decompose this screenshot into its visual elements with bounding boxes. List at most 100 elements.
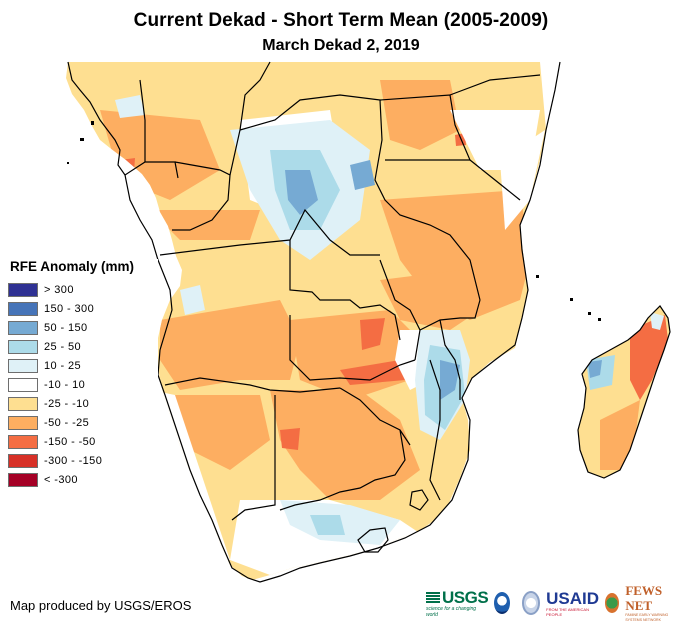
usgs-wave-icon: [426, 591, 440, 603]
legend-label: 50 - 150: [44, 321, 88, 334]
country-border: [374, 99, 481, 301]
anomaly-zone-orange: [380, 270, 480, 330]
usgs-tagline: science for a changing world: [426, 605, 477, 618]
anomaly-zone-red-orange: [360, 318, 385, 350]
legend-label: -300 - -150: [44, 454, 103, 467]
usaid-seal-icon: [521, 591, 541, 615]
country-border: [231, 395, 276, 521]
country-border: [289, 315, 416, 381]
country-border: [429, 359, 441, 501]
anomaly-zone-normal: [500, 130, 545, 230]
anomaly-zone-light-blue: [115, 95, 145, 118]
legend-label: -150 - -50: [44, 435, 96, 448]
legend-item: 10 - 25: [8, 356, 158, 375]
legend-label: 10 - 25: [44, 359, 82, 372]
legend-label: 150 - 300: [44, 302, 95, 315]
country-border: [379, 259, 421, 361]
legend-swatch: [8, 301, 38, 316]
legend-swatch: [8, 472, 38, 487]
fews-globe-icon: [605, 593, 620, 613]
legend: RFE Anomaly (mm) > 300 150 - 300 50 - 150 2…: [8, 259, 158, 489]
eswatini-border: [409, 489, 429, 511]
legend-label: -50 - -25: [44, 416, 90, 429]
island: [80, 138, 84, 141]
noaa-logo-icon: [494, 592, 510, 614]
legend-item: -150 - -50: [8, 432, 158, 451]
legend-swatch: [8, 434, 38, 449]
usaid-tagline: FROM THE AMERICAN PEOPLE: [546, 606, 589, 617]
country-border: [159, 208, 380, 256]
anomaly-zone-mid-blue: [350, 160, 375, 190]
legend-item: 25 - 50: [8, 337, 158, 356]
map-subtitle: March Dekad 2, 2019: [262, 37, 420, 54]
legend-label: -10 - 10: [44, 378, 86, 391]
country-border: [172, 161, 231, 231]
anomaly-zone-light-blue: [180, 285, 205, 315]
country-border: [289, 240, 401, 341]
anomaly-zone-orange: [380, 190, 530, 320]
legend-item: -50 - -25: [8, 413, 158, 432]
madagascar-coastline: [577, 305, 671, 479]
africa-coastline: [67, 61, 561, 583]
legend-label: -25 - -10: [44, 397, 90, 410]
mada-zone-light-blue: [650, 312, 664, 330]
anomaly-zone-orange: [150, 210, 260, 240]
logo-strip: USGS science for a changing world USAID …: [426, 583, 682, 622]
legend-swatch: [8, 282, 38, 297]
mada-zone-mid-blue: [588, 360, 602, 378]
anomaly-zone-blue: [310, 515, 345, 535]
anomaly-zone-orange: [160, 300, 300, 390]
island: [91, 121, 94, 125]
country-border: [449, 74, 541, 96]
legend-swatch: [8, 358, 38, 373]
legend-label: 25 - 50: [44, 340, 82, 353]
rainfall-anomaly-map: [66, 61, 671, 604]
legend-swatch: [8, 377, 38, 392]
island: [588, 312, 591, 315]
fews-net-wordmark: FEWS NET: [625, 583, 663, 613]
borders: [67, 61, 671, 583]
africa-raster: [66, 62, 546, 604]
country-border: [379, 94, 471, 161]
legend-item: -25 - -10: [8, 394, 158, 413]
usaid-wordmark: USAID: [546, 588, 600, 608]
anomaly-zone-orange: [170, 395, 270, 470]
legend-swatch: [8, 320, 38, 335]
usgs-logo: USGS science for a changing world: [426, 587, 489, 618]
usgs-wordmark: USGS: [442, 587, 489, 607]
madagascar-raster: [578, 306, 670, 478]
country-border: [124, 161, 179, 179]
legend-label: < -300: [44, 473, 78, 486]
legend-swatch: [8, 453, 38, 468]
country-border: [469, 159, 521, 201]
country-border: [239, 94, 381, 131]
map-credit: Map produced by USGS/EROS: [10, 598, 192, 613]
country-border: [419, 299, 481, 331]
legend-item: > 300: [8, 280, 158, 299]
fews-net-tagline: FAMINE EARLY WARNING SYSTEMS NETWORK: [625, 613, 669, 622]
anomaly-zone-orange: [380, 80, 460, 150]
islands: [67, 121, 601, 321]
legend-swatch: [8, 396, 38, 411]
mada-zone-orange: [600, 400, 640, 470]
map-title: Current Dekad - Short Term Mean (2005-20…: [133, 10, 549, 31]
country-border: [279, 429, 406, 511]
mada-zone-red-orange: [630, 315, 668, 400]
legend-swatch: [8, 339, 38, 354]
legend-item: 50 - 150: [8, 318, 158, 337]
island: [67, 162, 69, 164]
country-border: [339, 387, 411, 446]
legend-item: -300 - -150: [8, 451, 158, 470]
anomaly-zone-red-orange: [280, 428, 300, 450]
country-border: [439, 319, 461, 400]
island: [536, 275, 539, 278]
anomaly-zone-mid-blue: [285, 170, 318, 215]
anomaly-zone-orange: [270, 390, 420, 500]
country-border: [139, 79, 146, 162]
lesotho-border: [357, 527, 389, 553]
country-border: [164, 377, 341, 393]
legend-title: RFE Anomaly (mm): [10, 259, 135, 274]
legend-item: -10 - 10: [8, 375, 158, 394]
anomaly-zone-mid-blue: [252, 588, 266, 604]
legend-item: 150 - 300: [8, 299, 158, 318]
